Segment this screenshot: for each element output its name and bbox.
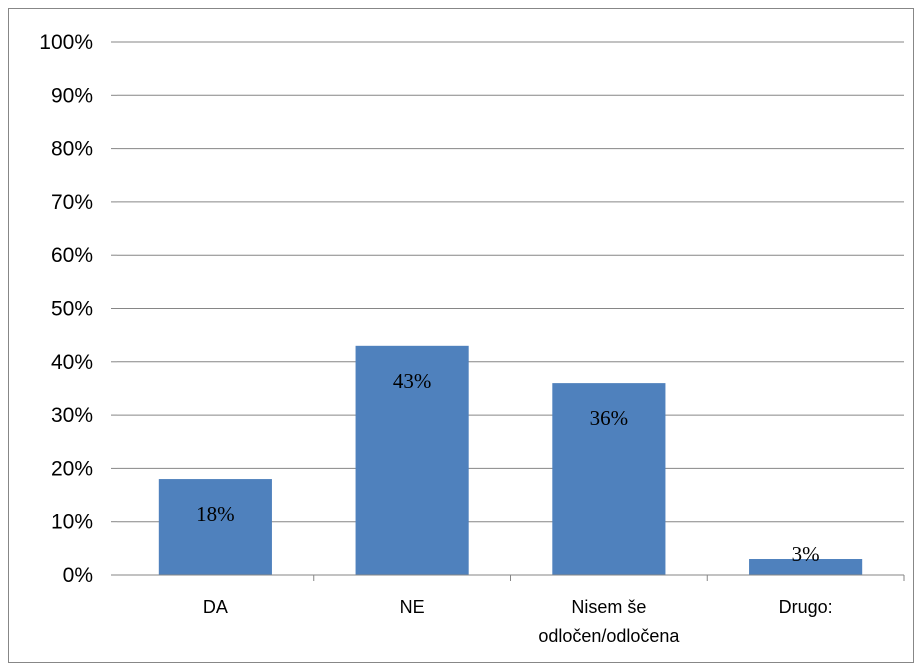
data-label: 3% [792, 542, 820, 566]
y-tick-label: 70% [51, 191, 93, 214]
x-category-label: Nisem še [571, 597, 646, 617]
bar [552, 383, 666, 575]
y-tick-label: 40% [51, 351, 93, 374]
bars [158, 345, 863, 575]
bar [355, 345, 469, 575]
bar [158, 479, 272, 575]
x-category-label: DA [203, 597, 228, 617]
y-axis-tick-labels: 0% 10% 20% 30% 40% 50% 60% 70% 80% 90% 100% [39, 31, 93, 587]
y-tick-label: 100% [39, 31, 93, 54]
bar [749, 559, 863, 575]
data-label: 43% [393, 369, 432, 393]
x-category-label: Drugo: [779, 597, 833, 617]
y-tick-label: 0% [63, 564, 93, 587]
y-tick-label: 10% [51, 511, 93, 534]
y-tick-label: 30% [51, 404, 93, 427]
data-label: 18% [196, 502, 235, 526]
y-tick-label: 20% [51, 457, 93, 480]
y-tick-label: 80% [51, 138, 93, 161]
data-labels: 18% 43% 36% 3% [196, 369, 820, 566]
data-label: 36% [590, 406, 629, 430]
y-tick-label: 90% [51, 84, 93, 107]
y-tick-label: 60% [51, 244, 93, 267]
y-tick-label: 50% [51, 298, 93, 321]
x-category-label: odločen/odločena [538, 626, 680, 646]
x-axis-category-labels: DA NE Nisem še odločen/odločena Drugo: [203, 597, 833, 646]
x-category-label: NE [400, 597, 425, 617]
